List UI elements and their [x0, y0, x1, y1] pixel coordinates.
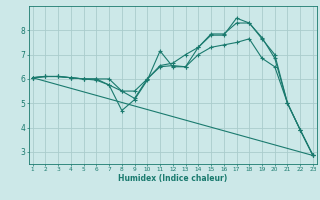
X-axis label: Humidex (Indice chaleur): Humidex (Indice chaleur)	[118, 174, 228, 183]
